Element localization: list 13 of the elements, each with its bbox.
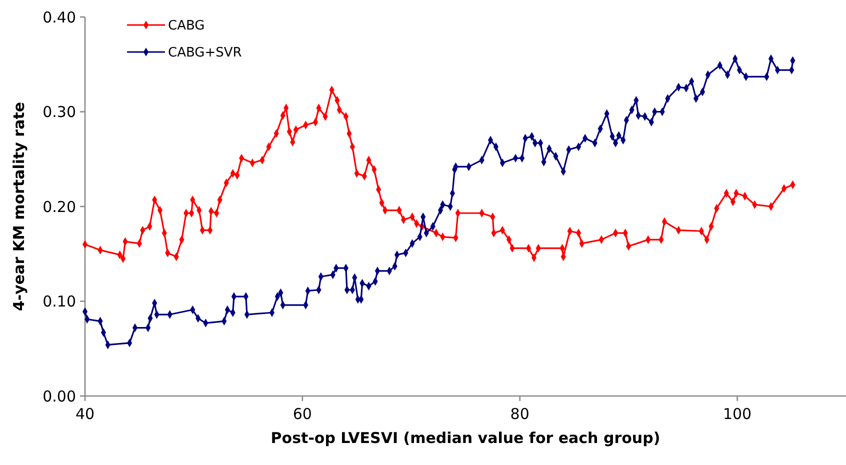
x-axis-title: Post-op LVESVI (median value for each group): [270, 429, 660, 447]
y-tick-label: 0.20: [42, 198, 76, 216]
x-tick-label: 100: [722, 405, 752, 423]
y-tick-label: 0.10: [42, 292, 76, 310]
legend-label: CABG: [168, 18, 205, 34]
x-tick-label: 80: [510, 405, 530, 423]
y-tick-label: 0.00: [42, 387, 76, 406]
x-tick-label: 60: [292, 405, 312, 423]
y-tick-label: 0.40: [42, 8, 76, 26]
y-axis-title: 4-year KM mortality rate: [10, 102, 28, 312]
y-tick-label: 0.30: [42, 103, 76, 121]
legend-label: CABG+SVR: [168, 46, 242, 61]
x-tick-label: 40: [75, 405, 95, 423]
